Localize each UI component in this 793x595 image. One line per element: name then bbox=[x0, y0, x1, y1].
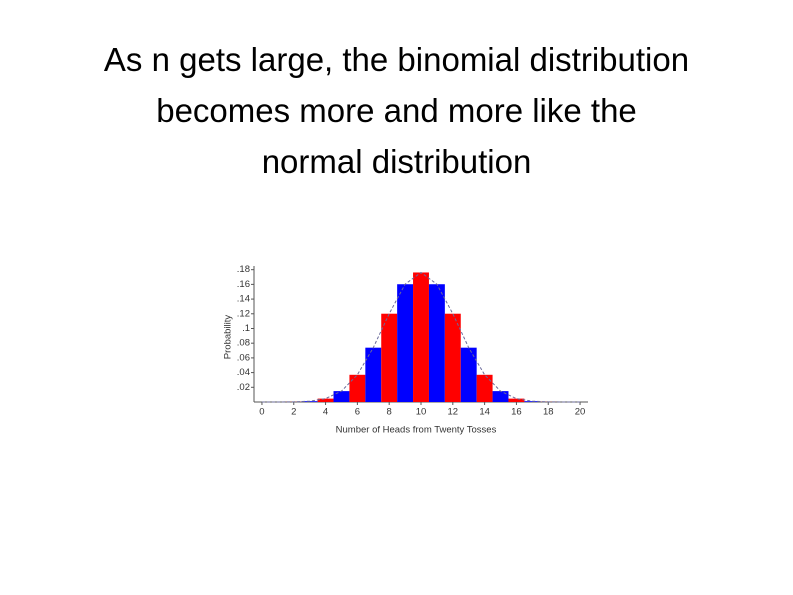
x-axis-label: Number of Heads from Twenty Tosses bbox=[336, 425, 497, 436]
y-tick-label: .08 bbox=[237, 338, 250, 349]
bar bbox=[476, 374, 493, 402]
y-tick-label: .04 bbox=[237, 367, 250, 378]
bar bbox=[365, 347, 382, 402]
slide-title: As n gets large, the binomial distributi… bbox=[103, 41, 690, 180]
x-tick-label: 20 bbox=[575, 407, 586, 418]
x-tick-label: 12 bbox=[448, 407, 459, 418]
bar bbox=[508, 398, 525, 402]
bar bbox=[492, 391, 509, 402]
x-tick-label: 10 bbox=[416, 407, 427, 418]
bar bbox=[460, 347, 477, 402]
x-tick-label: 4 bbox=[323, 407, 328, 418]
bar bbox=[381, 313, 398, 402]
x-tick-label: 0 bbox=[259, 407, 264, 418]
bar bbox=[413, 272, 429, 402]
x-tick-label: 18 bbox=[543, 407, 554, 418]
x-tick-label: 2 bbox=[291, 407, 296, 418]
x-tick-label: 8 bbox=[387, 407, 392, 418]
bar bbox=[428, 284, 445, 402]
bar bbox=[349, 374, 366, 402]
y-tick-label: .1 bbox=[242, 323, 250, 334]
y-tick-label: .12 bbox=[237, 308, 250, 319]
bar bbox=[333, 391, 350, 402]
x-tick-label: 16 bbox=[511, 407, 522, 418]
y-tick-label: .16 bbox=[237, 279, 250, 290]
normal-curve bbox=[261, 271, 581, 403]
x-tick-label: 14 bbox=[479, 407, 490, 418]
y-axis-label: Probability bbox=[223, 315, 234, 360]
y-tick-label: .14 bbox=[237, 294, 250, 305]
y-tick-label: .06 bbox=[237, 352, 250, 363]
y-tick-label: .18 bbox=[237, 264, 250, 275]
y-tick-label: .02 bbox=[237, 382, 250, 393]
bar bbox=[317, 398, 334, 402]
bar bbox=[444, 313, 461, 402]
x-tick-label: 6 bbox=[355, 407, 360, 418]
bar bbox=[397, 284, 414, 402]
